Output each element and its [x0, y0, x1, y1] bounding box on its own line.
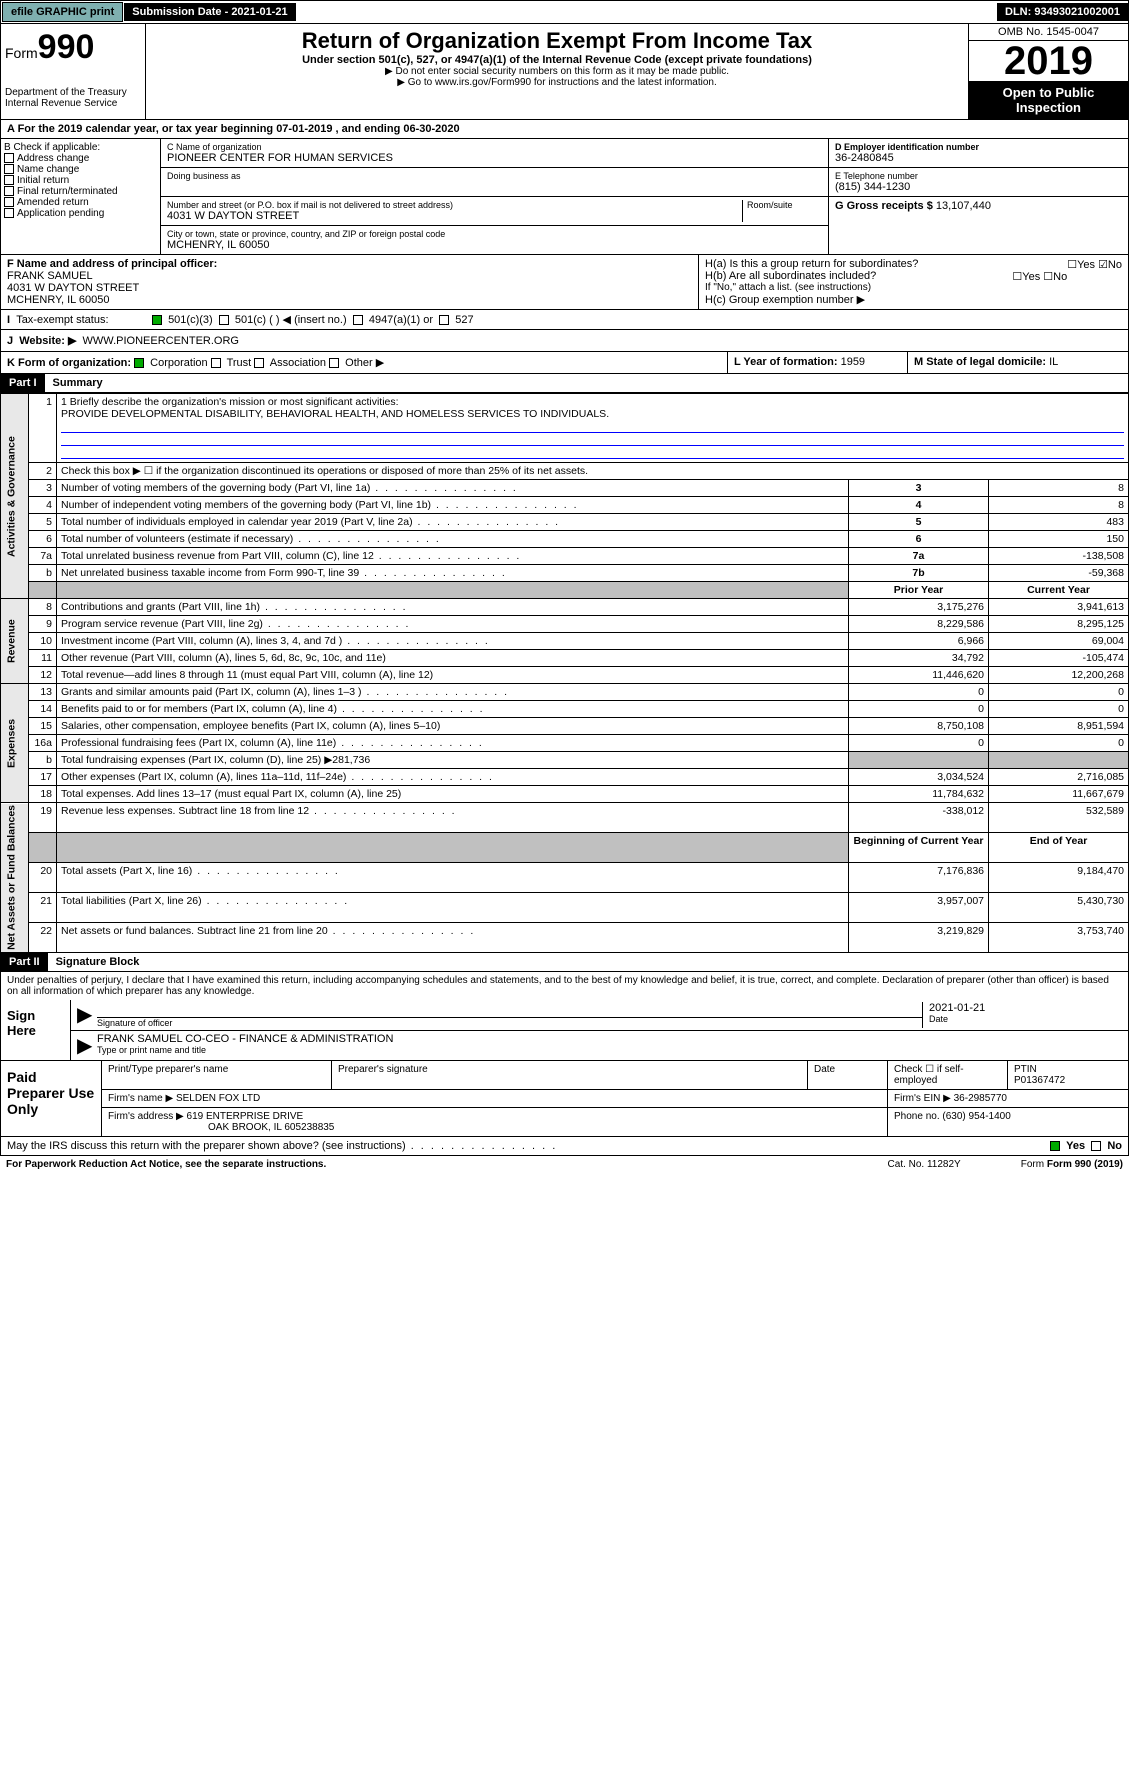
ptin-value: P01367472 [1014, 1075, 1065, 1086]
open-public-badge: Open to Public Inspection [969, 81, 1128, 119]
website-value: WWW.PIONEERCENTER.ORG [83, 335, 239, 347]
check-4947[interactable]: 4947(a)(1) or [353, 314, 433, 326]
org-name-label: C Name of organization [167, 142, 822, 152]
firm-addr: 619 ENTERPRISE DRIVE [187, 1111, 304, 1122]
org-name: PIONEER CENTER FOR HUMAN SERVICES [167, 152, 822, 164]
hc-label: H(c) Group exemption number ▶ [705, 293, 1122, 306]
line8-curr: 3,941,613 [989, 599, 1129, 616]
hb-label: H(b) Are all subordinates included? ☐Yes… [705, 270, 1122, 282]
check-amended[interactable]: Amended return [4, 197, 157, 208]
check-pending[interactable]: Application pending [4, 208, 157, 219]
state-domicile: IL [1049, 356, 1058, 368]
mission-answer: PROVIDE DEVELOPMENTAL DISABILITY, BEHAVI… [61, 408, 1124, 420]
discuss-yes[interactable]: Yes [1050, 1140, 1085, 1152]
line7a-val: -138,508 [989, 548, 1129, 565]
summary-table: Activities & Governance 1 1 Briefly desc… [0, 393, 1129, 953]
netassets-label: Net Assets or Fund Balances [1, 803, 29, 953]
dept-label: Department of the Treasury Internal Reve… [5, 87, 141, 109]
form-title: Return of Organization Exempt From Incom… [150, 28, 964, 54]
expenses-label: Expenses [1, 684, 29, 803]
submission-date: Submission Date - 2021-01-21 [124, 3, 295, 21]
note-ssn: ▶ Do not enter social security numbers o… [150, 66, 964, 77]
form-header: Form990 Department of the Treasury Inter… [0, 24, 1129, 120]
signature-section: Under penalties of perjury, I declare th… [0, 972, 1129, 1061]
line6-val: 150 [989, 531, 1129, 548]
check-name-change[interactable]: Name change [4, 164, 157, 175]
line4-val: 8 [989, 497, 1129, 514]
dln-label: DLN: 93493021002001 [997, 3, 1128, 21]
form-number: Form990 [5, 28, 141, 67]
preparer-section: Paid Preparer Use Only Print/Type prepar… [0, 1061, 1129, 1137]
officer-name-title: FRANK SAMUEL CO-CEO - FINANCE & ADMINIST… [97, 1033, 1122, 1045]
declaration-text: Under penalties of perjury, I declare th… [1, 972, 1128, 1000]
box-b-label: B Check if applicable: [4, 142, 157, 153]
firm-phone: (630) 954-1400 [942, 1111, 1010, 1122]
tax-period: A For the 2019 calendar year, or tax yea… [0, 120, 1129, 139]
hb-note: If "No," attach a list. (see instruction… [705, 282, 1122, 293]
phone-value: (815) 344-1230 [835, 181, 1122, 193]
note-link: ▶ Go to www.irs.gov/Form990 for instruct… [150, 77, 964, 88]
gross-receipts-value: 13,107,440 [936, 200, 991, 212]
tax-year: 2019 [969, 41, 1128, 81]
officer-label: F Name and address of principal officer: [7, 258, 692, 270]
form-subtitle: Under section 501(c), 527, or 4947(a)(1)… [150, 54, 964, 66]
officer-name: FRANK SAMUEL [7, 270, 692, 282]
part1-header: Part I [1, 374, 45, 392]
officer-city: MCHENRY, IL 60050 [7, 294, 692, 306]
city-label: City or town, state or province, country… [167, 229, 822, 239]
check-501c3[interactable]: 501(c)(3) [152, 314, 213, 326]
check-assoc[interactable]: Association [254, 357, 326, 369]
website-row: J Website: ▶ WWW.PIONEERCENTER.ORG [0, 330, 1129, 352]
firm-ein: 36-2985770 [954, 1093, 1007, 1104]
year-formation: 1959 [841, 356, 865, 368]
revenue-label: Revenue [1, 599, 29, 684]
line-2: Check this box ▶ ☐ if the organization d… [57, 463, 1129, 480]
mission-question: 1 Briefly describe the organization's mi… [61, 396, 1124, 408]
phone-label: E Telephone number [835, 171, 1122, 181]
gross-receipts-label: G Gross receipts $ [835, 200, 933, 212]
section-b-c-d: B Check if applicable: Address change Na… [0, 139, 1129, 255]
efile-button[interactable]: efile GRAPHIC print [2, 2, 123, 22]
check-trust[interactable]: Trust [211, 357, 252, 369]
part2-header: Part II [1, 953, 48, 971]
governance-label: Activities & Governance [1, 394, 29, 599]
org-address: 4031 W DAYTON STREET [167, 210, 742, 222]
principal-officer-row: F Name and address of principal officer:… [0, 255, 1129, 310]
discuss-row: May the IRS discuss this return with the… [0, 1137, 1129, 1156]
footer: For Paperwork Reduction Act Notice, see … [0, 1156, 1129, 1173]
ein-label: D Employer identification number [835, 142, 1122, 152]
line5-val: 483 [989, 514, 1129, 531]
check-final-return[interactable]: Final return/terminated [4, 186, 157, 197]
tax-status-row: I Tax-exempt status: 501(c)(3) 501(c) ( … [0, 310, 1129, 330]
discuss-no[interactable]: No [1091, 1140, 1122, 1152]
check-527[interactable]: 527 [439, 314, 473, 326]
formation-row: K Form of organization: Corporation Trus… [0, 352, 1129, 374]
part1-title: Summary [45, 374, 111, 392]
preparer-label: Paid Preparer Use Only [1, 1061, 101, 1136]
part2-title: Signature Block [48, 953, 148, 971]
ein-value: 36-2480845 [835, 152, 1122, 164]
check-address-change[interactable]: Address change [4, 153, 157, 164]
sig-date: 2021-01-21 [929, 1002, 1122, 1014]
check-corp[interactable]: Corporation [134, 357, 208, 369]
addr-label: Number and street (or P.O. box if mail i… [167, 200, 742, 210]
check-other[interactable]: Other ▶ [329, 357, 384, 369]
sign-here-label: Sign Here [1, 1000, 71, 1060]
room-label: Room/suite [747, 200, 822, 210]
line7b-val: -59,368 [989, 565, 1129, 582]
ha-label: H(a) Is this a group return for subordin… [705, 258, 1122, 270]
org-city: MCHENRY, IL 60050 [167, 239, 822, 251]
firm-name: SELDEN FOX LTD [176, 1093, 260, 1104]
officer-addr: 4031 W DAYTON STREET [7, 282, 692, 294]
check-initial-return[interactable]: Initial return [4, 175, 157, 186]
dba-label: Doing business as [167, 171, 822, 181]
line3-val: 8 [989, 480, 1129, 497]
top-bar: efile GRAPHIC print Submission Date - 20… [0, 0, 1129, 24]
check-501c[interactable]: 501(c) ( ) ◀ (insert no.) [219, 313, 347, 326]
